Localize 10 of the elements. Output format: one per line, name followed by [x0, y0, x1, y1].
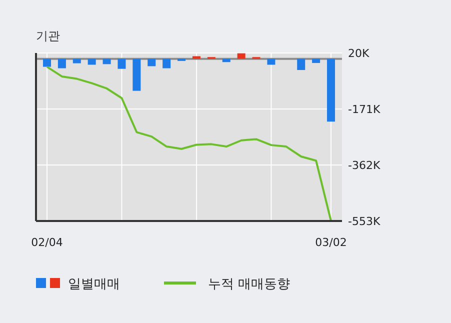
y-tick-label: 20K: [348, 47, 370, 60]
y-tick-label: -553K: [348, 215, 381, 228]
x-tick-label: 02/04: [31, 236, 63, 249]
y-tick-label: -171K: [348, 103, 381, 116]
y-tick-label: -362K: [348, 159, 381, 172]
legend-label: 일별매매: [68, 277, 120, 292]
line-series: [46, 66, 332, 222]
chart-title: 기관: [36, 29, 60, 43]
x-tick-label: 03/02: [315, 236, 347, 249]
legend-label: 누적 매매동향: [208, 277, 290, 292]
